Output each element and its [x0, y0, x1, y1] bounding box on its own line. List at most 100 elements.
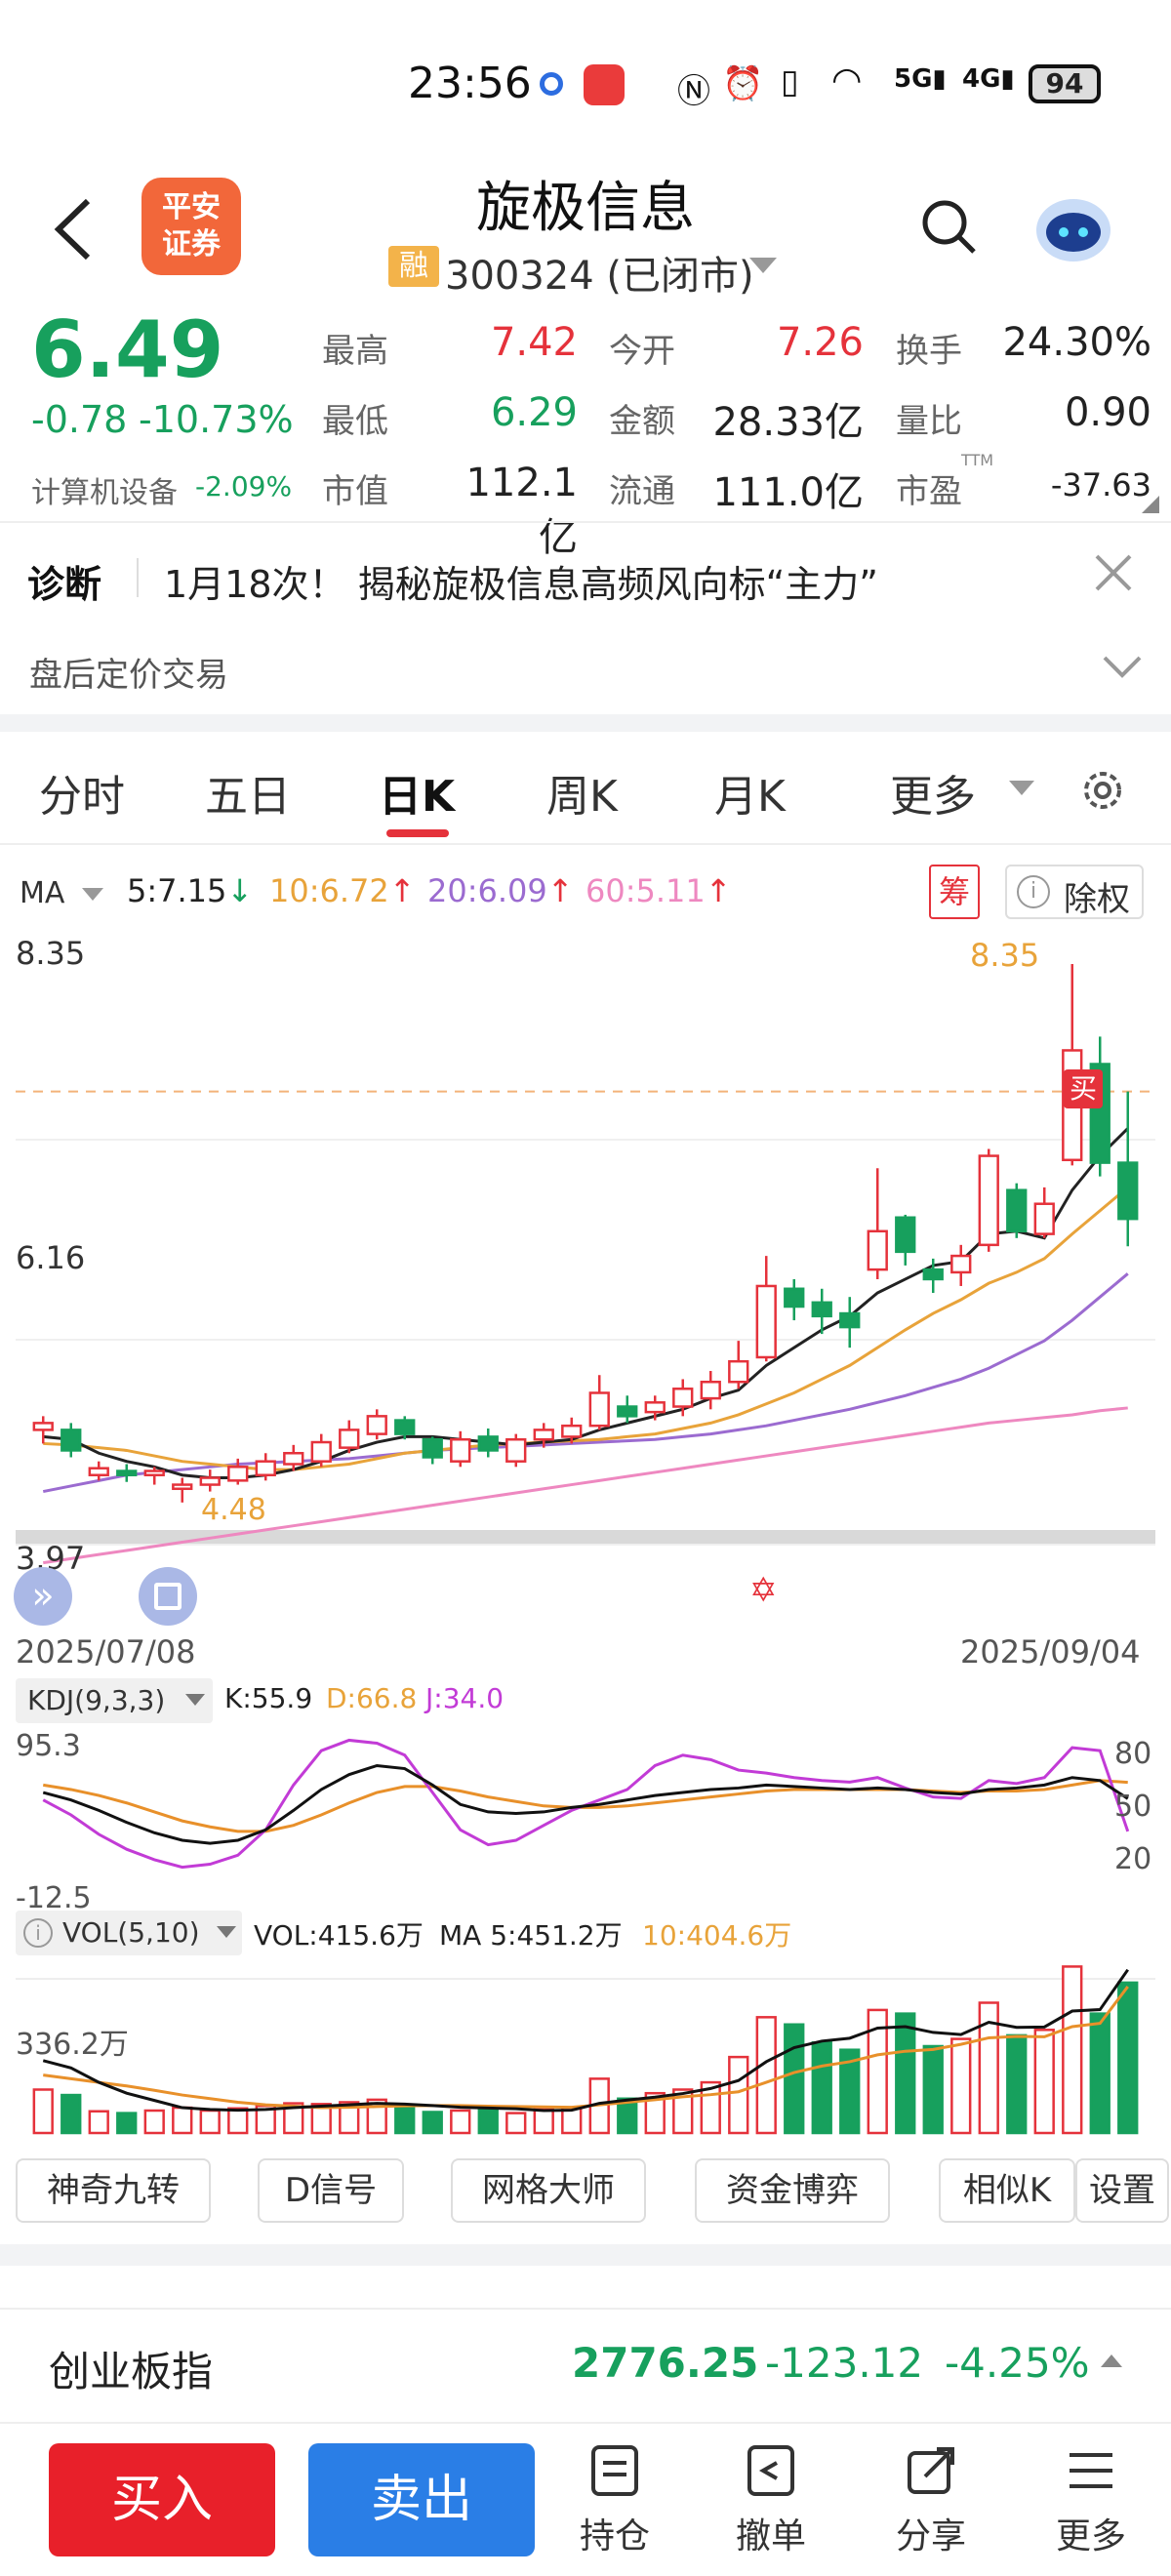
sector-name[interactable]: 计算机设备 [31, 476, 178, 510]
chevron-down-icon[interactable] [1101, 652, 1144, 681]
diagnosis-headline[interactable]: 1月18次！ 揭秘旋极信息高频风向标“主力” [164, 563, 878, 606]
stat-value: 7.26 [776, 320, 864, 365]
back-arrow-icon[interactable] [49, 195, 98, 263]
tool-magic-nine[interactable]: 神奇九转 [16, 2158, 211, 2223]
share-button[interactable]: 分享 [882, 2443, 980, 2570]
stat-value: 111.0亿 [712, 470, 864, 515]
kline-chart[interactable]: MA 5:7.15↓ 10:6.72↑ 20:6.09↑ 60:5.11↑ 筹 … [0, 847, 1171, 2154]
corner-expand-icon[interactable] [1142, 496, 1159, 513]
kline-canvas[interactable] [0, 847, 1171, 2154]
candle-body [143, 1469, 165, 1476]
sell-button[interactable]: 卖出 [308, 2443, 535, 2556]
alarm-icon: ⏰ [722, 64, 764, 103]
chevron-down-icon[interactable] [1009, 781, 1034, 795]
expand-sidebar-icon[interactable]: » [14, 1567, 72, 1626]
buy-button[interactable]: 买入 [49, 2443, 275, 2556]
candle-body [784, 1287, 805, 1308]
volume-bar [477, 2107, 499, 2135]
volume-bar [728, 2055, 749, 2135]
search-icon[interactable] [919, 197, 978, 256]
cancel-order-button[interactable]: 撤单 [722, 2443, 820, 2570]
volume-bar [978, 2001, 999, 2135]
arrow-down-icon: ↓ [226, 872, 254, 909]
candle-body [978, 1154, 999, 1247]
stat-value: 28.33亿 [712, 400, 864, 445]
kdj-k: K:55.9 [224, 1682, 313, 1714]
candle-body [88, 1467, 109, 1476]
tool-d-signal[interactable]: D信号 [258, 2158, 404, 2223]
volume-bar [922, 2044, 944, 2135]
candle [533, 1423, 554, 1448]
signal-5g-icon: 5G▮ [894, 64, 947, 94]
volume-bar [32, 2088, 54, 2135]
kdj-selector[interactable]: KDJ(9,3,3) [16, 1678, 213, 1723]
tab-intraday[interactable]: 分时 [39, 772, 125, 822]
vol-selector[interactable]: i VOL(5,10) [16, 1911, 242, 1955]
candle-body [1033, 1202, 1055, 1235]
buy-signal-marker[interactable]: 买 [1064, 1069, 1103, 1108]
chevron-up-icon[interactable] [1101, 2355, 1122, 2367]
candle [310, 1433, 332, 1468]
ma-label[interactable]: MA [20, 876, 65, 910]
tab-weekly-k[interactable]: 周K [546, 772, 618, 822]
index-ticker[interactable]: 创业板指 2776.25 -123.12 -4.25% [0, 2308, 1171, 2420]
tab-five-day[interactable]: 五日 [205, 772, 291, 822]
candle-body [700, 1381, 721, 1400]
chevron-down-icon[interactable] [749, 258, 777, 273]
close-icon[interactable] [1093, 552, 1134, 593]
index-value: 2776.25 [572, 2339, 759, 2387]
kdj-level: 20 [1114, 1842, 1152, 1876]
price-change: -0.78 [31, 398, 128, 441]
volume-bar [784, 2023, 805, 2135]
volume-bar [422, 2111, 443, 2135]
ex-rights-button[interactable]: i 除权 [1005, 865, 1144, 919]
diagnosis-panel: 诊断 1月18次！ 揭秘旋极信息高频风向标“主力” 盘后定价交易 [0, 523, 1171, 714]
candle-body [61, 1429, 82, 1452]
candle [895, 1214, 916, 1266]
index-pct: -4.25% [945, 2339, 1090, 2387]
candle-body [255, 1460, 276, 1476]
event-star-icon[interactable]: ✡ [749, 1571, 778, 1610]
cancel-order-icon [747, 2445, 794, 2496]
chevron-down-icon[interactable] [82, 888, 103, 901]
ma10-line [43, 1186, 1129, 1471]
tool-similar-k[interactable]: 相似K [939, 2158, 1075, 2223]
candle [811, 1288, 832, 1335]
stock-code-status[interactable]: 300324 (已闭市) [445, 254, 754, 299]
candle-body [617, 1405, 638, 1418]
candle [283, 1444, 304, 1471]
gear-icon[interactable] [1077, 765, 1128, 816]
stat-label: 今开 [609, 332, 675, 371]
price-axis-top: 8.35 [16, 935, 86, 972]
tab-more[interactable]: 更多 [890, 772, 976, 822]
status-bar: 23:56 Ⓝ ⏰ ▯ ◠ 5G▮ 4G▮ 94 [0, 0, 1171, 166]
candle [227, 1458, 249, 1485]
fullscreen-icon[interactable] [139, 1567, 197, 1626]
candle [143, 1467, 165, 1485]
diagnosis-label: 诊断 [27, 563, 102, 606]
robot-assistant-icon[interactable] [1032, 187, 1114, 265]
candle-body [394, 1419, 416, 1435]
more-button[interactable]: 更多 [1042, 2443, 1140, 2570]
candle-body [1006, 1188, 1028, 1233]
kdj-level: 80 [1114, 1737, 1152, 1771]
stat-value: 7.42 [490, 320, 578, 365]
holdings-button[interactable]: 持仓 [566, 2443, 664, 2570]
volume-bar [1117, 1981, 1139, 2135]
stat-value: 0.90 [1064, 390, 1151, 435]
date-end: 2025/09/04 [960, 1633, 1141, 1670]
candle-body [283, 1452, 304, 1466]
tool-grid-master[interactable]: 网格大师 [451, 2158, 646, 2223]
candle-body [588, 1391, 610, 1428]
tool-settings[interactable]: 设置 [1075, 2158, 1169, 2223]
candle [728, 1341, 749, 1389]
wifi-icon: ◠ [831, 60, 863, 101]
after-hours-label[interactable]: 盘后定价交易 [29, 656, 228, 695]
chips-button[interactable]: 筹 [929, 865, 980, 919]
candle-body [728, 1359, 749, 1384]
tab-monthly-k[interactable]: 月K [714, 772, 786, 822]
candle [1117, 1091, 1139, 1247]
tab-daily-k[interactable]: 日K [379, 772, 456, 822]
tool-fund-game[interactable]: 资金博弈 [695, 2158, 890, 2223]
menu-icon [1070, 2453, 1112, 2488]
